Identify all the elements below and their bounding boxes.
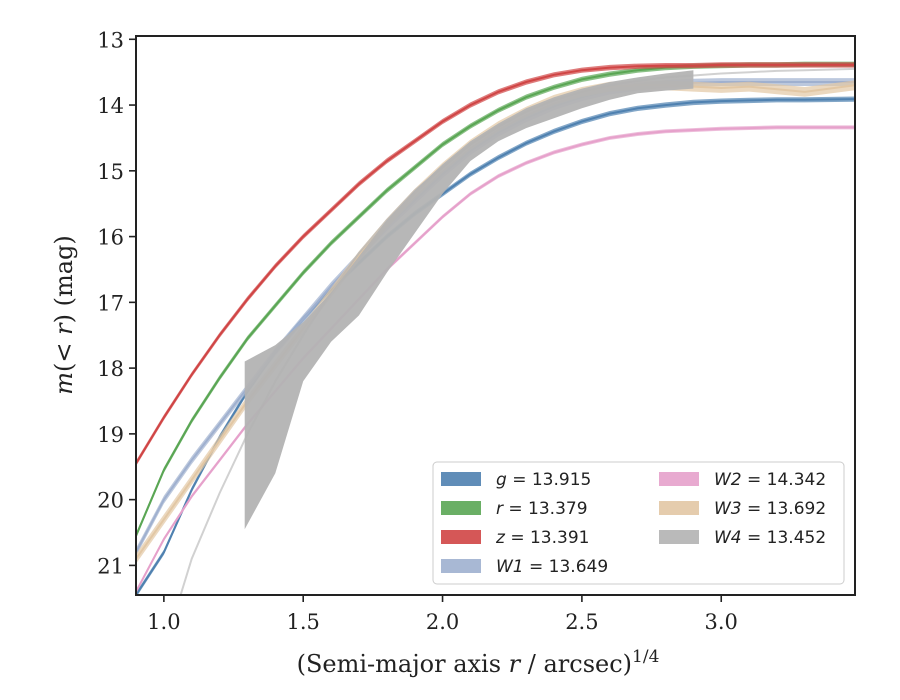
legend-swatch-w4 — [659, 530, 699, 544]
legend-box — [432, 461, 845, 585]
legend-label-g: g = 13.915 — [496, 470, 591, 490]
tick-layer: 1.0 1.5 2.0 2.5 3.0 13 14 15 16 17 18 19 20 21 — [97, 28, 738, 634]
x-tick-label: 2.0 — [426, 610, 459, 634]
y-tick-label: 16 — [97, 226, 124, 250]
x-tick-label: 3.0 — [705, 610, 738, 634]
legend: g = 13.915 r = 13.379 z = 13.391 W1 = 13.64… — [432, 461, 845, 585]
y-axis-label: m(< r) (mag) — [50, 235, 78, 395]
y-tick-label: 18 — [97, 357, 124, 381]
series-line-z — [136, 63, 855, 465]
legend-label-w2: W2 = 14.342 — [714, 470, 826, 490]
y-tick-label: 14 — [97, 94, 124, 118]
y-tick-label: 15 — [97, 160, 124, 184]
series-band-w4 — [244, 70, 694, 530]
y-tick-label: 20 — [97, 489, 124, 513]
legend-label-w1: W1 = 13.649 — [496, 557, 608, 577]
x-tick-label: 1.0 — [147, 610, 180, 634]
legend-swatch-g — [441, 472, 481, 486]
legend-label-w3: W3 = 13.692 — [714, 499, 826, 519]
x-tick-label: 1.5 — [287, 610, 320, 634]
legend-label-r: r = 13.379 — [496, 499, 588, 519]
legend-swatch-w3 — [659, 501, 699, 515]
y-tick-label: 19 — [97, 423, 124, 447]
legend-label-w4: W4 = 13.452 — [714, 528, 826, 548]
legend-swatch-w2 — [659, 472, 699, 486]
x-axis-label: (Semi-major axis r / arcsec)1/4 — [297, 647, 660, 678]
legend-swatch-z — [441, 530, 481, 544]
legend-swatch-w1 — [441, 559, 481, 573]
x-tick-label: 2.5 — [565, 610, 598, 634]
series-line-w4 — [179, 67, 855, 595]
y-tick-label: 13 — [97, 28, 124, 52]
y-tick-label: 21 — [97, 554, 124, 578]
legend-swatch-r — [441, 501, 481, 515]
series-layer — [136, 61, 855, 595]
plot-frame — [135, 35, 856, 596]
legend-label-z: z = 13.391 — [495, 528, 589, 548]
y-tick-label: 17 — [97, 291, 124, 315]
